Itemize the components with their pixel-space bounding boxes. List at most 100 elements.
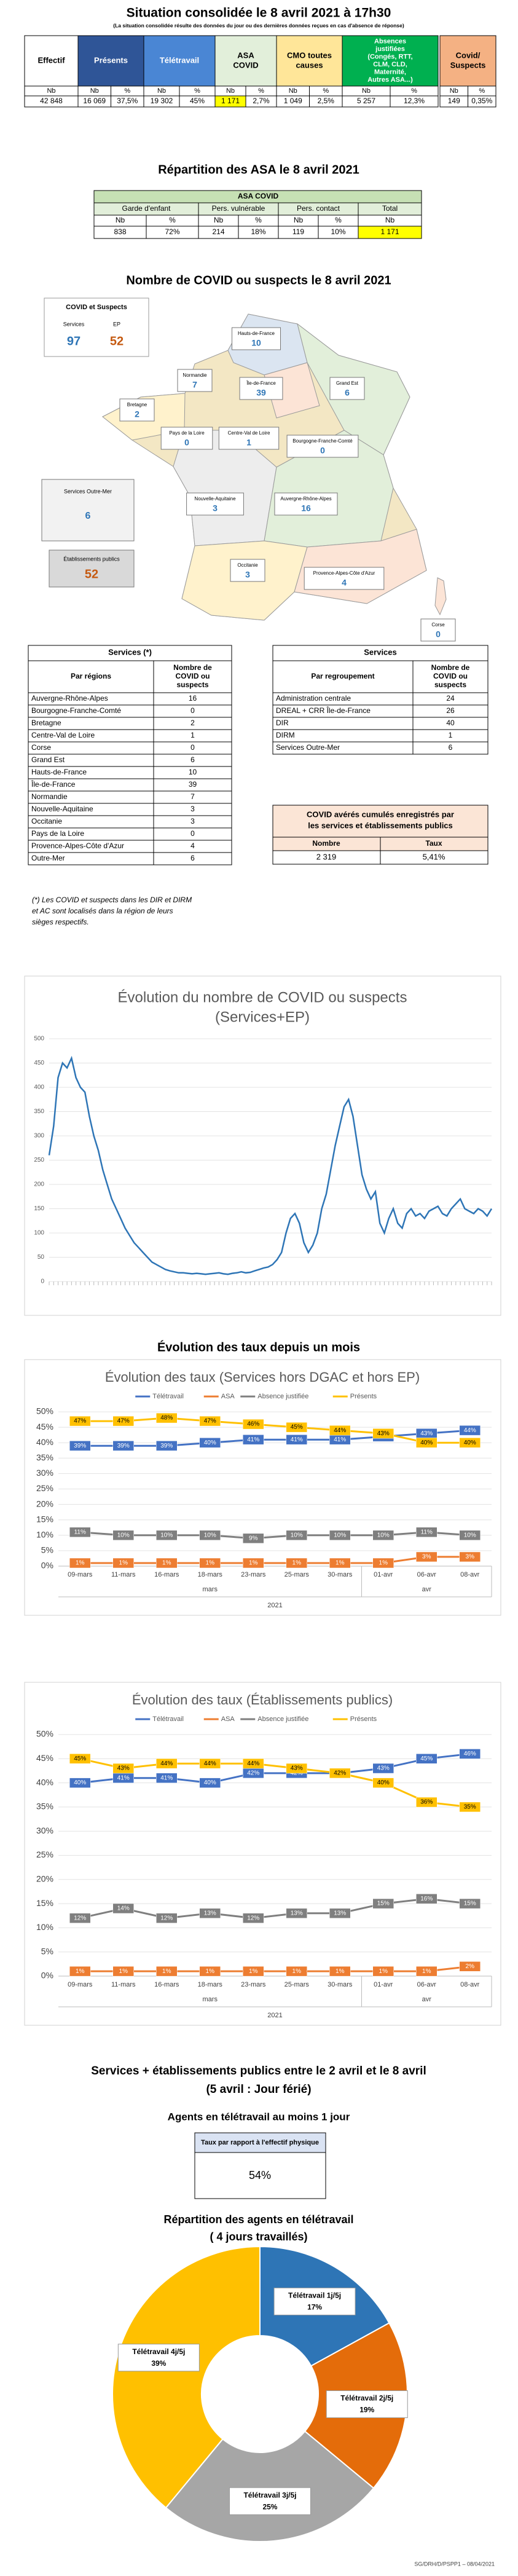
value-label-box xyxy=(112,1763,134,1774)
header-text: Effectif xyxy=(37,55,65,65)
value-label: 43% xyxy=(117,1765,130,1772)
header-text: Suspects xyxy=(450,60,486,69)
value-label: 47% xyxy=(74,1418,86,1425)
ep-name: Établissements publics xyxy=(63,556,120,562)
region-value: 2 xyxy=(135,409,139,419)
value-label: 47% xyxy=(117,1418,130,1425)
value-label: 35% xyxy=(464,1804,476,1811)
legend-label: ASA xyxy=(221,1393,235,1400)
subheading: Agents en télétravail au moins 1 jour xyxy=(168,2111,350,2122)
header-text: Garde d'enfant xyxy=(122,204,171,213)
series-line xyxy=(80,1429,470,1447)
value-label: 12% xyxy=(160,1915,173,1921)
row-value: 16 xyxy=(189,694,197,703)
header-cell xyxy=(24,35,79,87)
value-label-box xyxy=(69,1416,91,1427)
value-label-box xyxy=(243,1558,264,1569)
value-label: 40% xyxy=(204,1440,216,1446)
value-label: 1% xyxy=(249,1968,258,1975)
value-label: 14% xyxy=(117,1905,130,1912)
row-value: 1 xyxy=(190,731,195,739)
region-box xyxy=(420,618,456,642)
value-label: 43% xyxy=(377,1765,390,1772)
legend-label: Absence justifiée xyxy=(257,1393,308,1400)
value-label-box xyxy=(329,1530,351,1541)
row-value: 0 xyxy=(190,743,195,752)
series-line xyxy=(80,1531,470,1540)
value-label-box xyxy=(69,1913,91,1923)
value-label: 39% xyxy=(74,1443,86,1449)
box-header-cell xyxy=(194,2132,326,2153)
table-title-cell xyxy=(28,645,232,661)
header-text: (Congés, RTT, xyxy=(367,53,412,61)
sub-header: Nb xyxy=(90,87,99,95)
table-cell xyxy=(468,95,496,108)
row-value: 3 xyxy=(190,805,195,813)
region-box xyxy=(160,427,213,450)
x-group-label: avr xyxy=(422,1996,432,2003)
value-label-box xyxy=(459,1749,481,1759)
y-tick-label: 0% xyxy=(41,1561,53,1570)
header-text: Covid/ xyxy=(456,50,481,60)
value-label-box xyxy=(372,1966,394,1977)
value-label-box xyxy=(199,1530,221,1541)
value-label-box xyxy=(243,1533,264,1544)
value-label: 1% xyxy=(162,1560,171,1567)
y-tick-label: 35% xyxy=(36,1802,53,1811)
row-label: Provence-Alpes-Côte d'Azur xyxy=(31,841,124,850)
region-value: 10 xyxy=(251,338,261,348)
x-tick-label: 09-mars xyxy=(68,1571,93,1578)
sub-header: % xyxy=(479,87,485,95)
row-value: 0 xyxy=(190,706,195,715)
y-tick-label: 25% xyxy=(36,1483,53,1493)
x-tick-label: 18-mars xyxy=(198,1571,223,1578)
header-text: Nombre xyxy=(312,839,340,848)
donut-slice xyxy=(112,2245,261,2509)
value-label: 10% xyxy=(204,1532,216,1538)
value-label-box xyxy=(112,1416,134,1427)
value-label: 41% xyxy=(291,1436,303,1443)
table-title-cell xyxy=(272,645,489,661)
value-label-box xyxy=(199,1437,221,1448)
table-cell xyxy=(272,717,414,730)
slice-label: Télétravail 4j/5j xyxy=(132,2347,185,2356)
row-label: Bourgogne-Franche-Comté xyxy=(31,706,121,715)
cell-value: 2,7% xyxy=(253,97,270,105)
value-label-box xyxy=(199,1908,221,1919)
value-label-box xyxy=(286,1908,307,1919)
value-label: 10% xyxy=(160,1532,173,1538)
donut-slice xyxy=(165,2430,375,2542)
region-box xyxy=(232,327,281,350)
value-label: 40% xyxy=(420,1440,433,1446)
table-title: les services et établissements publics xyxy=(308,821,453,830)
x-tick-label: 08-avr xyxy=(460,1571,480,1578)
value-label: 45% xyxy=(74,1755,86,1762)
value-label-box xyxy=(459,1551,481,1562)
row-value: 24 xyxy=(446,694,455,703)
y-tick-label: 350 xyxy=(34,1108,44,1115)
legend-label: Services xyxy=(63,321,85,327)
y-tick-label: 0% xyxy=(41,1971,53,1980)
chart-title: Évolution du nombre de COVID ou suspects xyxy=(118,989,407,1006)
value-label-box xyxy=(459,1530,481,1541)
x-tick-label: 18-mars xyxy=(198,1981,223,1988)
row-value: 6 xyxy=(449,743,453,752)
y-tick-label: 50 xyxy=(37,1254,45,1261)
sub-header: Nb xyxy=(362,87,371,95)
footnote: et AC sont localisés dans la région de l… xyxy=(32,907,173,915)
series-line xyxy=(80,1752,470,1784)
slice-value: 25% xyxy=(262,2502,277,2511)
sub-header: % xyxy=(169,216,176,224)
value-label: 41% xyxy=(247,1436,259,1443)
header-text: suspects xyxy=(434,680,466,689)
x-tick-label: 06-avr xyxy=(417,1981,437,1988)
slice-label-box xyxy=(229,2487,311,2515)
section-title: Nombre de COVID ou suspects le 8 avril 2… xyxy=(126,274,391,287)
cell-value: 1 171 xyxy=(380,227,399,236)
row-label: Centre-Val de Loire xyxy=(31,731,95,739)
table-cell xyxy=(358,226,422,239)
y-tick-label: 30% xyxy=(36,1468,53,1478)
value-label: 44% xyxy=(247,1760,259,1767)
row-label: Corse xyxy=(31,743,51,752)
